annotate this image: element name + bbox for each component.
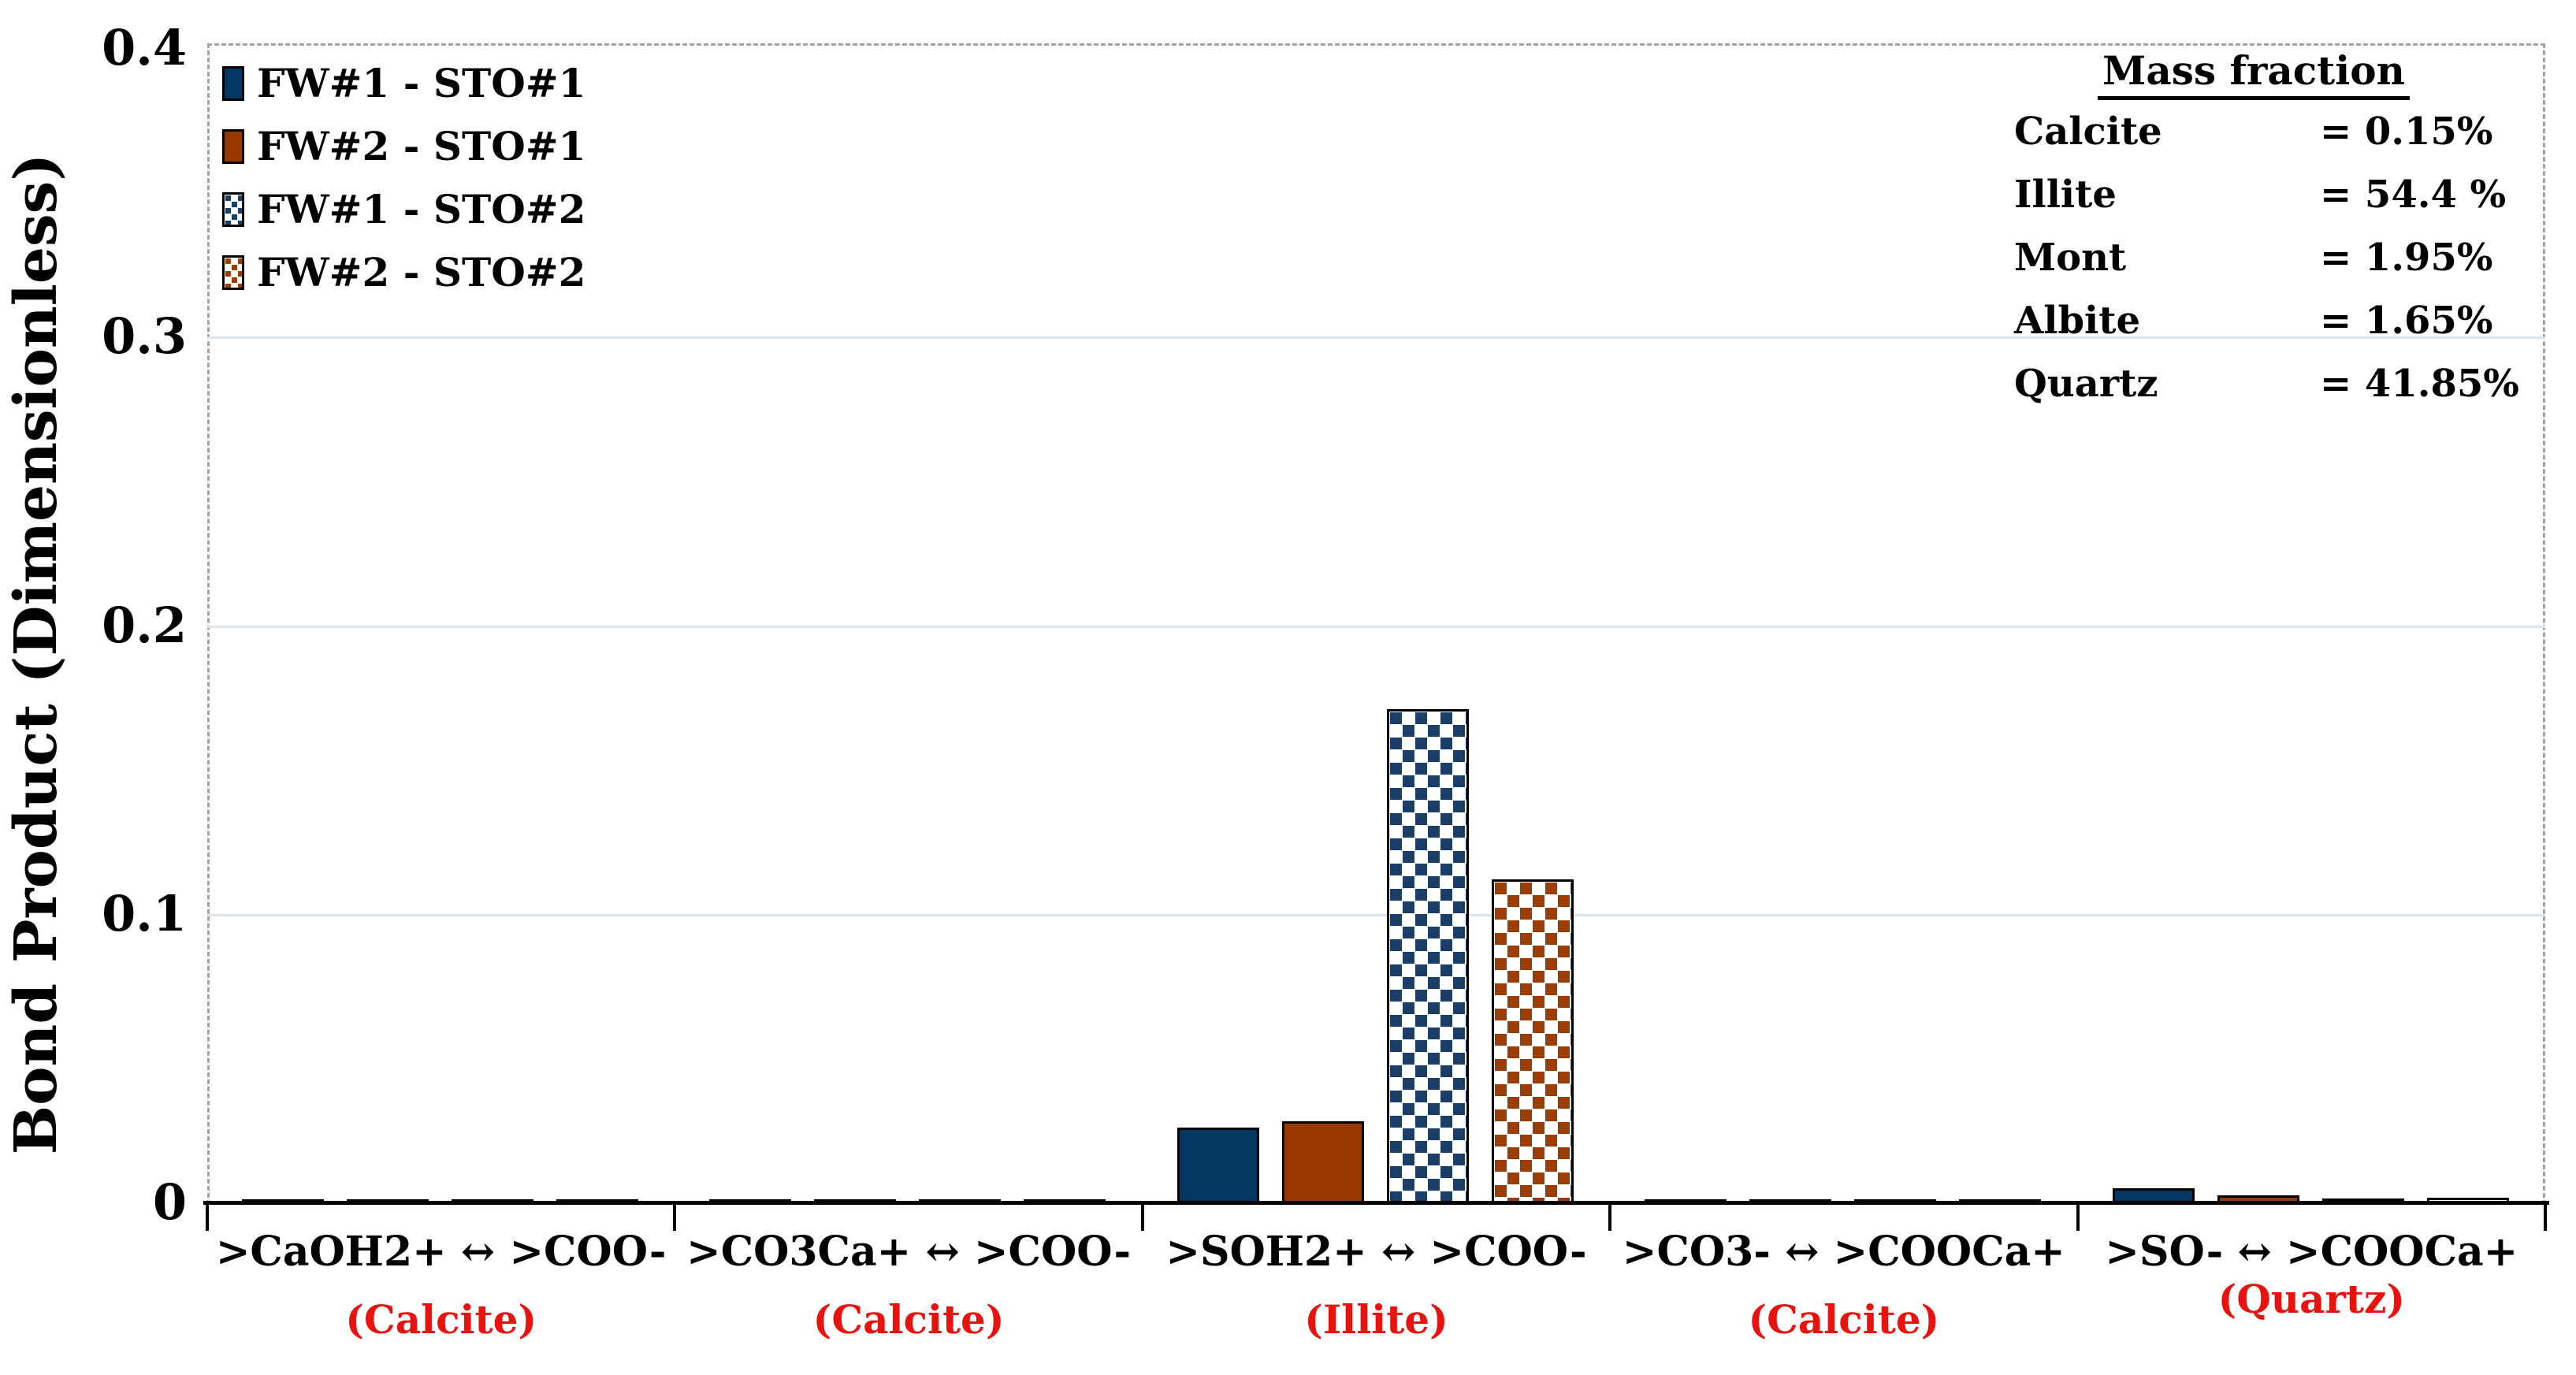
x-axis-tick xyxy=(206,1202,209,1231)
x-axis-tick xyxy=(673,1202,677,1231)
mass-fraction-value: = 41.85% xyxy=(2320,362,2519,406)
mass-fraction-value: = 1.95% xyxy=(2320,236,2493,280)
x-axis-tick xyxy=(1140,1202,1144,1231)
y-tick-label: 0.2 xyxy=(102,596,187,654)
mass-fraction-label: Albite xyxy=(2014,299,2140,343)
x-mineral-label: (Calcite) xyxy=(345,1296,537,1343)
gridline-y-0.3 xyxy=(207,336,2545,340)
x-axis-tick xyxy=(2076,1202,2080,1231)
y-tick-label: 0 xyxy=(152,1173,187,1231)
legend-swatch-solid xyxy=(222,129,244,164)
mass-fraction-label: Quartz xyxy=(2014,362,2158,406)
x-category-label: >CaOH2+ ↔ >COO- xyxy=(215,1228,667,1276)
x-axis-tick xyxy=(2544,1202,2547,1231)
legend-item-label: FW#1 - STO#2 xyxy=(257,186,586,232)
mass-fraction-label: Calcite xyxy=(2014,110,2162,154)
legend: FW#1 - STO#1 FW#2 - STO#1 FW#1 - STO#2 FW#2… xyxy=(222,52,585,304)
mass-fraction-row: Mont = 1.95% xyxy=(1986,226,2522,289)
legend-item: FW#2 - STO#1 xyxy=(222,115,585,178)
x-category-label: >CO3Ca+ ↔ >COO- xyxy=(686,1228,1132,1276)
legend-item: FW#2 - STO#2 xyxy=(222,241,585,304)
bar-FW2STO2-cat3 xyxy=(1491,879,1574,1205)
legend-item: FW#1 - STO#2 xyxy=(222,178,585,241)
bar-FW1STO2-cat3 xyxy=(1386,709,1469,1205)
mass-fraction-label: Mont xyxy=(2014,236,2127,280)
y-tick-label: 0.4 xyxy=(102,19,187,76)
bar-FW2STO1-cat3 xyxy=(1281,1121,1364,1205)
legend-item-label: FW#1 - STO#1 xyxy=(257,60,586,106)
mass-fraction-title-text: Mass fraction xyxy=(2098,49,2410,100)
legend-swatch-solid xyxy=(222,66,244,101)
x-axis-line xyxy=(203,1201,2549,1205)
bar-FW1STO1-cat3 xyxy=(1176,1128,1259,1205)
x-mineral-label: (Calcite) xyxy=(1748,1296,1940,1343)
x-axis-tick xyxy=(1608,1202,1612,1231)
x-category-label: >CO3- ↔ >COOCa+ xyxy=(1622,1228,2065,1276)
x-mineral-label: (Calcite) xyxy=(812,1296,1005,1343)
x-category-label: >SO- ↔ >COOCa+ xyxy=(2105,1228,2518,1276)
x-category-label: >SOH2+ ↔ >COO- xyxy=(1165,1228,1587,1276)
mass-fraction-panel: Mass fraction Calcite = 0.15% Illite = 54.4… xyxy=(1986,49,2522,415)
y-tick-label: 0.1 xyxy=(102,884,187,942)
legend-swatch-checkered xyxy=(222,255,244,290)
gridline-y-0.2 xyxy=(207,625,2545,628)
legend-item-label: FW#2 - STO#1 xyxy=(257,123,586,169)
mass-fraction-value: = 1.65% xyxy=(2320,299,2493,343)
legend-item-label: FW#2 - STO#2 xyxy=(257,249,586,295)
mass-fraction-label: Illite xyxy=(2014,173,2117,217)
gridline-y-0.1 xyxy=(207,913,2545,916)
x-mineral-label: (Quartz) xyxy=(2217,1276,2406,1322)
y-axis-title: Bond Product (Dimensionless) xyxy=(2,153,70,1155)
x-mineral-label: (Illite) xyxy=(1304,1296,1448,1343)
mass-fraction-row: Calcite = 0.15% xyxy=(1986,100,2522,163)
legend-swatch-checkered xyxy=(222,192,244,227)
mass-fraction-row: Illite = 54.4 % xyxy=(1986,163,2522,226)
mass-fraction-title: Mass fraction xyxy=(1986,49,2522,100)
legend-item: FW#1 - STO#1 xyxy=(222,52,585,115)
mass-fraction-row: Quartz = 41.85% xyxy=(1986,352,2522,415)
mass-fraction-value: = 54.4 % xyxy=(2320,173,2507,217)
mass-fraction-row: Albite = 1.65% xyxy=(1986,289,2522,352)
y-tick-label: 0.3 xyxy=(102,307,187,366)
mass-fraction-value: = 0.15% xyxy=(2320,110,2493,154)
